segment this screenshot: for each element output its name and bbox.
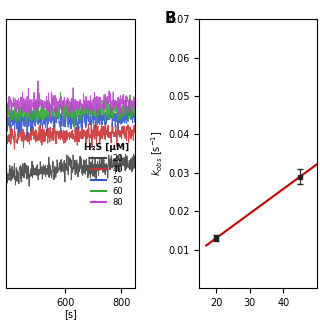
Legend: 20, 40, 50, 60, 80: 20, 40, 50, 60, 80 xyxy=(83,141,131,209)
X-axis label: [s]: [s] xyxy=(65,309,77,319)
Y-axis label: $k_{obs}\ [\mathrm{s}^{-1}]$: $k_{obs}\ [\mathrm{s}^{-1}]$ xyxy=(150,131,165,176)
Text: B: B xyxy=(164,11,176,26)
